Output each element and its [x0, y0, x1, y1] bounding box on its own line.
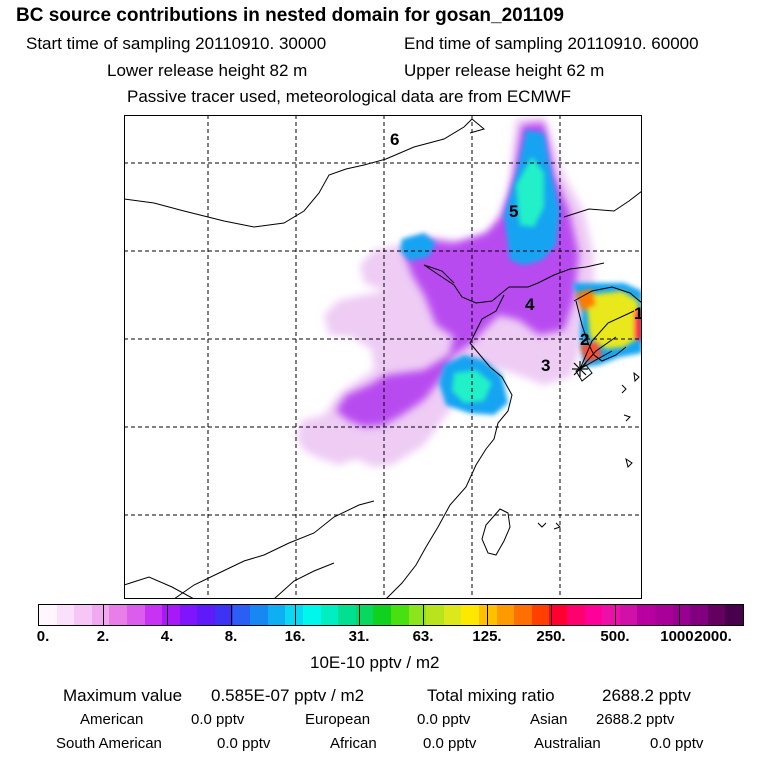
- colorbar-swatch: [602, 605, 621, 625]
- colorbar-swatch: [179, 605, 198, 625]
- colorbar-swatch: [496, 605, 515, 625]
- colorbar-swatch: [619, 605, 638, 625]
- contribution-core-peak: [452, 157, 642, 403]
- end-time-label: End time of sampling 20110910. 60000: [404, 34, 699, 53]
- colorbar-tick-label: 2000.: [694, 628, 732, 645]
- colorbar-swatch: [426, 605, 445, 625]
- colorbar-swatch: [567, 605, 586, 625]
- colorbar-swatch: [267, 605, 286, 625]
- colorbar-swatch: [690, 605, 709, 625]
- max-value-label: Maximum value: [63, 686, 183, 705]
- region-name-asian: Asian: [530, 711, 568, 728]
- colorbar-swatch: [144, 605, 163, 625]
- colorbar-swatch: [285, 605, 304, 625]
- region-value-african: 0.0 pptv: [423, 735, 477, 752]
- colorbar-separator: [295, 605, 296, 625]
- colorbar-swatch: [355, 605, 374, 625]
- colorbar-separator: [679, 605, 680, 625]
- coastlines: [124, 118, 642, 599]
- colorbar-swatch: [655, 605, 674, 625]
- colorbar-swatch: [303, 605, 322, 625]
- colorbar-tick-label: 8.: [224, 628, 238, 645]
- colorbar-swatch: [725, 605, 744, 625]
- region-name-european: European: [305, 711, 371, 728]
- receptor-star-icon: [572, 361, 588, 377]
- map-panel: 1 2 3 4 5 6: [124, 115, 642, 599]
- total-mixing-ratio-value: 2688.2 pptv: [602, 686, 691, 705]
- colorbar-swatch: [56, 605, 75, 625]
- colorbar-tick-label: 1000.: [660, 628, 698, 645]
- region-value-south-american: 0.0 pptv: [217, 735, 271, 752]
- colorbar-separator: [103, 605, 104, 625]
- colorbar-swatch: [584, 605, 603, 625]
- colorbar-separator: [551, 605, 552, 625]
- colorbar-swatch: [391, 605, 410, 625]
- colorbar-tick-label: 125.: [472, 628, 502, 645]
- colorbar-tick-label: 0.: [36, 628, 50, 645]
- region-value-asian: 2688.2 pptv: [596, 711, 675, 728]
- colorbar-tick-label: 16.: [284, 628, 306, 645]
- max-value: 0.585E-07 pptv / m2: [211, 686, 365, 705]
- colorbar-swatch: [514, 605, 533, 625]
- colorbar-separator: [167, 605, 168, 625]
- colorbar-tick-label: 4.: [160, 628, 174, 645]
- colorbar-swatch: [232, 605, 251, 625]
- plot-title: BC source contributions in nested domain…: [16, 5, 564, 26]
- colorbar-tick-label: 63.: [412, 628, 434, 645]
- colorbar-separator: [231, 605, 232, 625]
- trajectory-label-2: 2: [580, 330, 589, 349]
- upper-release-height-label: Upper release height 62 m: [404, 61, 605, 80]
- colorbar-swatch: [461, 605, 480, 625]
- colorbar-swatch: [338, 605, 357, 625]
- colorbar-unit-label: 10E-10 pptv / m2: [310, 653, 440, 672]
- colorbar-swatch: [74, 605, 93, 625]
- colorbar-swatch: [320, 605, 339, 625]
- colorbar-swatch: [373, 605, 392, 625]
- colorbar-swatch: [549, 605, 568, 625]
- colorbar-swatch: [197, 605, 216, 625]
- trajectory-label-6: 6: [390, 130, 399, 149]
- trajectory-label-4: 4: [525, 295, 535, 314]
- trajectory-label-5: 5: [509, 202, 518, 221]
- region-name-south-american: South American: [56, 735, 162, 752]
- colorbar-swatch: [215, 605, 234, 625]
- region-value-european: 0.0 pptv: [417, 711, 471, 728]
- colorbar-separator: [423, 605, 424, 625]
- colorbar-tick-label: 250.: [536, 628, 566, 645]
- lat-lon-grid: [124, 115, 642, 599]
- colorbar-tick-label: 500.: [600, 628, 630, 645]
- map-frame: [124, 115, 642, 599]
- colorbar-swatch: [91, 605, 110, 625]
- colorbar-swatch: [443, 605, 462, 625]
- colorbar: [38, 604, 744, 626]
- tracer-note: Passive tracer used, meteorological data…: [127, 87, 572, 106]
- lower-release-height-label: Lower release height 82 m: [107, 61, 308, 80]
- colorbar-separator: [615, 605, 616, 625]
- colorbar-swatch: [39, 605, 58, 625]
- colorbar-swatch: [250, 605, 269, 625]
- colorbar-swatch: [672, 605, 691, 625]
- colorbar-tick-label: 2.: [96, 628, 110, 645]
- colorbar-swatch: [531, 605, 550, 625]
- region-name-african: African: [330, 735, 377, 752]
- trajectory-label-3: 3: [541, 356, 550, 375]
- colorbar-separator: [487, 605, 488, 625]
- colorbar-tick-label: 31.: [348, 628, 370, 645]
- total-mixing-ratio-label: Total mixing ratio: [427, 686, 555, 705]
- region-name-australian: Australian: [534, 735, 601, 752]
- start-time-label: Start time of sampling 20110910. 30000: [26, 34, 327, 53]
- colorbar-swatch: [109, 605, 128, 625]
- colorbar-swatch: [707, 605, 726, 625]
- colorbar-swatch: [479, 605, 498, 625]
- trajectory-label-1: 1: [634, 304, 642, 323]
- colorbar-swatch: [162, 605, 181, 625]
- colorbar-swatch: [408, 605, 427, 625]
- region-name-american: American: [80, 711, 144, 728]
- colorbar-swatch: [637, 605, 656, 625]
- colorbar-swatch: [127, 605, 146, 625]
- region-value-american: 0.0 pptv: [191, 711, 245, 728]
- colorbar-separator: [359, 605, 360, 625]
- region-value-australian: 0.0 pptv: [650, 735, 704, 752]
